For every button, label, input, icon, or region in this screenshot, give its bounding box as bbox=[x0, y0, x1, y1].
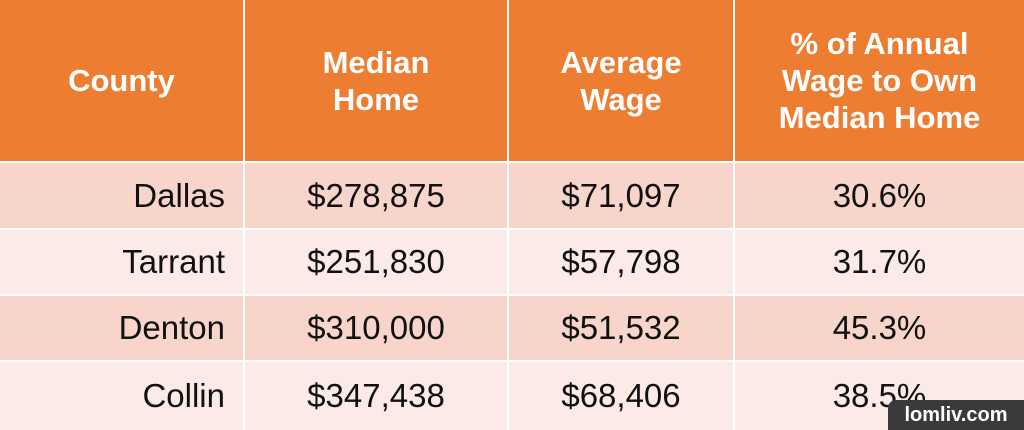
header-cell: Median Home bbox=[245, 0, 507, 161]
header-text: % of Annual bbox=[790, 26, 969, 61]
table-cell: 45.3% bbox=[735, 296, 1024, 360]
cell-text: $310,000 bbox=[307, 309, 445, 346]
table-cell: $68,406 bbox=[509, 362, 733, 430]
cell-text: Tarrant bbox=[122, 243, 225, 280]
cell-text: 31.7% bbox=[832, 243, 927, 280]
watermark: lomliv.com bbox=[888, 400, 1024, 430]
cell-text: $51,532 bbox=[561, 309, 681, 346]
header-cell: % of Annual Wage to Own Median Home bbox=[735, 0, 1024, 161]
header-text: Wage bbox=[580, 81, 662, 117]
header-text: Home bbox=[332, 81, 420, 117]
table-cell: $251,830 bbox=[245, 230, 507, 294]
table-cell: Tarrant bbox=[0, 230, 243, 294]
table-cell: $310,000 bbox=[245, 296, 507, 360]
table-cell: 38.5% bbox=[735, 362, 1024, 430]
table-cell: $347,438 bbox=[245, 362, 507, 430]
header-text: Average bbox=[560, 44, 682, 80]
cell-text: $278,875 bbox=[307, 176, 445, 214]
table-cell: $71,097 bbox=[509, 163, 733, 228]
table-cell: Denton bbox=[0, 296, 243, 360]
table-cell: Dallas bbox=[0, 163, 243, 228]
header-cell: Average Wage bbox=[509, 0, 733, 161]
header-cell: County bbox=[0, 0, 243, 161]
header-text: Median bbox=[322, 44, 430, 80]
table-cell: $51,532 bbox=[509, 296, 733, 360]
table-cell: 30.6% bbox=[735, 163, 1024, 228]
header-text: County bbox=[68, 63, 175, 98]
cell-text: $68,406 bbox=[561, 377, 681, 414]
cell-text: Collin bbox=[142, 377, 225, 414]
cell-text: 45.3% bbox=[832, 309, 927, 346]
cell-text: $71,097 bbox=[561, 176, 681, 214]
header-text: Median Home bbox=[778, 100, 981, 135]
table-cell: $278,875 bbox=[245, 163, 507, 228]
table-cell: $57,798 bbox=[509, 230, 733, 294]
cell-text: Dallas bbox=[133, 176, 225, 214]
cell-text: $57,798 bbox=[561, 243, 681, 280]
table-cell: Collin bbox=[0, 362, 243, 430]
cell-text: $347,438 bbox=[307, 377, 445, 414]
cell-text: $251,830 bbox=[307, 243, 445, 280]
header-text: Wage to Own bbox=[781, 63, 978, 98]
table-cell: 31.7% bbox=[735, 230, 1024, 294]
cell-text: Denton bbox=[118, 309, 225, 346]
cell-text: 30.6% bbox=[832, 176, 927, 214]
